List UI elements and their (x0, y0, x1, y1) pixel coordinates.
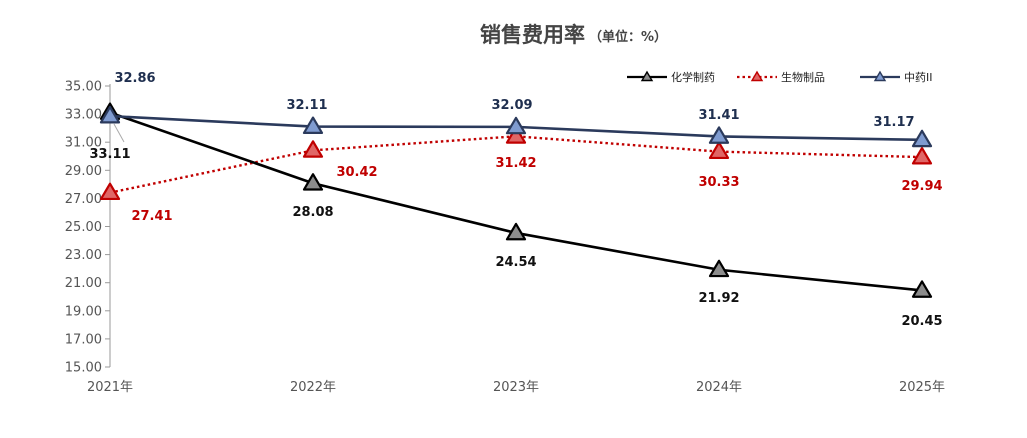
chart-title-unit: （单位：%） (589, 29, 667, 45)
data-label: 24.54 (495, 255, 536, 270)
data-point-marker (302, 116, 324, 135)
data-label: 31.17 (873, 115, 914, 130)
data-point-marker (708, 141, 730, 160)
y-tick-label: 15.00 (65, 361, 102, 376)
data-point-marker (708, 126, 730, 144)
x-tick-label: 2022年 (290, 380, 336, 395)
data-label: 30.33 (698, 175, 739, 190)
series-2: 32.86 32.11 32.09 31.41 31.17 (99, 71, 933, 148)
x-tick-label: 2021年 (87, 380, 133, 395)
data-point-marker (911, 129, 933, 148)
x-tick-label: 2025年 (899, 380, 945, 395)
x-tick-label: 2023年 (493, 380, 539, 395)
y-tick-label: 19.00 (65, 304, 102, 319)
label-leader-line (113, 123, 125, 143)
legend-label: 化学制药 (671, 70, 715, 84)
data-label: 33.11 (89, 147, 130, 162)
data-point-marker (99, 105, 121, 124)
y-tick-label: 21.00 (65, 276, 102, 291)
data-point-marker (302, 140, 324, 158)
series-layer: 27.41 30.42 31.42 30.33 29.94 33.11 28.08 24.54… (89, 71, 942, 329)
x-tick-label: 2024年 (696, 380, 742, 395)
legend[interactable]: 化学制药 生物制品 中药II (627, 70, 933, 84)
data-point-marker (99, 182, 121, 201)
y-tick-label: 17.00 (65, 332, 102, 347)
axes: 15.00 17.00 19.00 21.00 23.00 25.00 27.00 29.00… (65, 80, 945, 396)
data-label: 31.42 (495, 156, 536, 171)
chart-title: 销售费用率 （单位：%） (480, 23, 667, 47)
y-tick-label: 31.00 (65, 136, 102, 151)
data-label: 32.86 (114, 71, 155, 86)
data-point-marker (911, 280, 933, 298)
data-label: 30.42 (336, 165, 377, 180)
y-tick-label: 27.00 (65, 192, 102, 207)
data-label: 21.92 (698, 291, 739, 306)
legend-label: 生物制品 (781, 70, 825, 84)
series-1: 27.41 30.42 31.42 30.33 29.94 (99, 126, 943, 224)
data-point-marker (911, 146, 933, 165)
legend-label: 中药II (904, 71, 933, 84)
y-tick-label: 29.00 (65, 164, 102, 179)
legend-marker-swatch (640, 70, 654, 82)
data-label: 29.94 (901, 179, 942, 194)
chart-title-main: 销售费用率 (480, 23, 585, 47)
y-tick-label: 35.00 (65, 80, 102, 95)
data-label: 32.09 (491, 98, 532, 113)
data-point-marker (708, 259, 730, 278)
data-label: 28.08 (292, 205, 333, 220)
legend-item[interactable]: 生物制品 (737, 70, 825, 84)
data-label: 32.11 (286, 98, 327, 113)
y-tick-label: 23.00 (65, 248, 102, 263)
legend-item[interactable]: 化学制药 (627, 70, 715, 84)
legend-marker-swatch (873, 70, 887, 82)
data-label: 31.41 (698, 108, 739, 123)
data-point-marker (505, 116, 527, 135)
series-line (109, 135, 923, 194)
data-label: 27.41 (131, 209, 172, 224)
data-point-marker (505, 222, 527, 241)
y-tick-label: 33.00 (65, 108, 102, 123)
legend-marker-swatch (750, 70, 764, 82)
data-point-marker (302, 173, 324, 191)
legend-item[interactable]: 中药II (860, 70, 933, 84)
data-point-marker (505, 126, 527, 144)
y-tick-label: 25.00 (65, 220, 102, 235)
data-label: 20.45 (901, 314, 942, 329)
